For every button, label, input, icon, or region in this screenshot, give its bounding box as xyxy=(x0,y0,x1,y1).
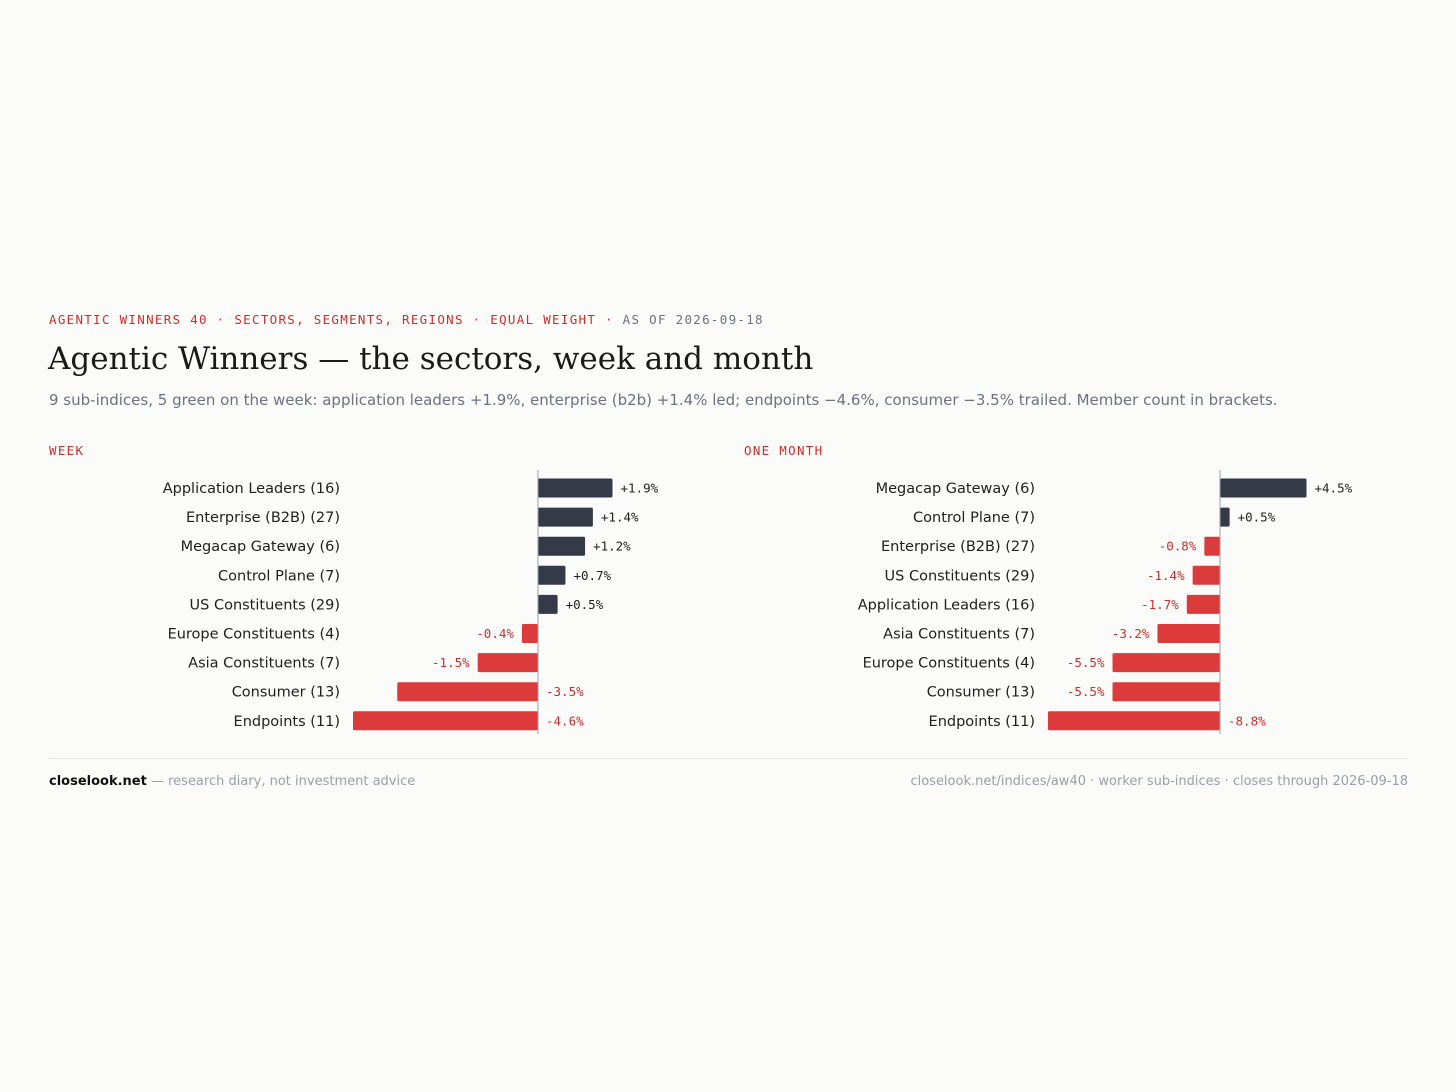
as-of-date: AS OF 2026-09-18 xyxy=(622,312,764,327)
month-value-label: -5.5% xyxy=(1067,684,1105,699)
month-category-label: Megacap Gateway (6) xyxy=(876,481,1035,497)
month-value-label: -8.8% xyxy=(1228,713,1266,728)
week-value-label: +1.9% xyxy=(621,481,659,496)
month-bar xyxy=(1220,478,1307,498)
week-category-label: US Constituents (29) xyxy=(190,597,340,613)
week-bar xyxy=(538,507,593,527)
week-bar xyxy=(538,594,558,614)
week-value-label: -4.6% xyxy=(546,713,584,728)
week-category-label: Asia Constituents (7) xyxy=(188,656,340,672)
footer-tagline: — research diary, not investment advice xyxy=(146,774,416,789)
page-title: Agentic Winners — the sectors, week and … xyxy=(48,341,814,377)
month-value-label: -5.5% xyxy=(1067,655,1105,670)
month-value-label: +4.5% xyxy=(1315,481,1353,496)
week-panel-title: WEEK xyxy=(49,443,85,458)
week-category-label: Endpoints (11) xyxy=(234,714,340,730)
week-bar xyxy=(538,478,613,498)
week-value-label: -0.4% xyxy=(476,626,514,641)
week-category-label: Megacap Gateway (6) xyxy=(181,539,340,555)
month-value-label: -0.8% xyxy=(1159,539,1197,554)
footer-divider xyxy=(49,758,1408,759)
month-value-label: +0.5% xyxy=(1238,510,1276,525)
week-bar xyxy=(353,711,538,731)
month-category-label: Asia Constituents (7) xyxy=(883,627,1035,643)
page-subtitle: 9 sub-indices, 5 green on the week: appl… xyxy=(49,391,1278,409)
week-bar xyxy=(477,653,538,673)
month-bar xyxy=(1204,536,1220,556)
week-category-label: Enterprise (B2B) (27) xyxy=(186,510,340,526)
footer-left: closelook.net — research diary, not inve… xyxy=(49,774,415,789)
month-value-label: -1.4% xyxy=(1147,568,1185,583)
kicker: AGENTIC WINNERS 40 · SECTORS, SEGMENTS, … xyxy=(49,312,764,327)
month-category-label: US Constituents (29) xyxy=(885,568,1035,584)
footer-brand[interactable]: closelook.net xyxy=(49,774,147,789)
month-bar xyxy=(1157,624,1220,643)
month-category-label: Application Leaders (16) xyxy=(858,597,1035,613)
week-value-label: +1.4% xyxy=(601,510,639,525)
week-bar xyxy=(538,536,586,556)
month-bar xyxy=(1192,565,1220,585)
footer-source: closelook.net/indices/aw40 · worker sub-… xyxy=(910,774,1408,789)
week-bar xyxy=(397,682,538,702)
week-value-label: +1.2% xyxy=(593,539,631,554)
month-value-label: -1.7% xyxy=(1141,597,1179,612)
week-bar xyxy=(538,565,566,585)
week-value-label: +0.7% xyxy=(573,568,611,583)
week-category-label: Europe Constituents (4) xyxy=(168,627,340,643)
week-category-label: Control Plane (7) xyxy=(218,568,340,584)
week-bar xyxy=(521,624,538,643)
week-value-label: -1.5% xyxy=(432,655,470,670)
month-category-label: Control Plane (7) xyxy=(913,510,1035,526)
week-value-label: +0.5% xyxy=(566,597,604,612)
kicker-text: AGENTIC WINNERS 40 · SECTORS, SEGMENTS, … xyxy=(49,312,623,327)
month-bar xyxy=(1048,711,1220,731)
month-category-label: Consumer (13) xyxy=(927,685,1035,701)
month-category-label: Enterprise (B2B) (27) xyxy=(881,539,1035,555)
week-category-label: Application Leaders (16) xyxy=(163,481,340,497)
month-value-label: -3.2% xyxy=(1112,626,1150,641)
month-panel-title: ONE MONTH xyxy=(744,443,824,458)
month-bar xyxy=(1220,507,1230,527)
month-bar xyxy=(1186,594,1220,614)
week-value-label: -3.5% xyxy=(546,684,584,699)
month-bar xyxy=(1112,682,1220,702)
month-category-label: Europe Constituents (4) xyxy=(863,656,1035,672)
month-bar xyxy=(1112,653,1220,673)
week-category-label: Consumer (13) xyxy=(232,685,340,701)
month-category-label: Endpoints (11) xyxy=(929,714,1035,730)
